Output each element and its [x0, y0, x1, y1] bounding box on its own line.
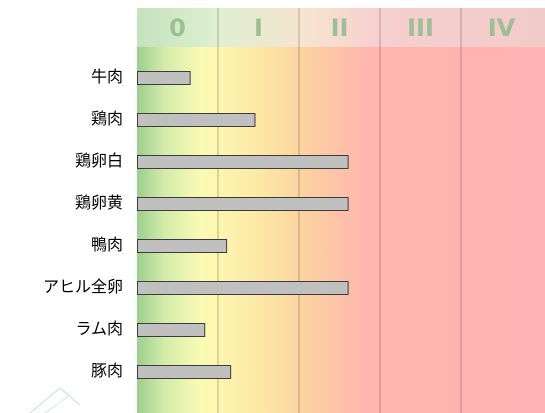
class-label: II — [331, 14, 349, 42]
bar — [137, 197, 349, 211]
category-label: 鶏肉 — [91, 109, 123, 128]
bar — [137, 323, 206, 337]
class-label: I — [254, 14, 263, 42]
class-header: 0 I II III IV — [169, 14, 516, 42]
category-label: 豚肉 — [91, 361, 123, 380]
class-header-band — [137, 8, 545, 47]
category-label: 牛肉 — [91, 67, 123, 86]
bars — [137, 71, 349, 379]
plot-background — [137, 47, 545, 413]
class-label: III — [407, 14, 434, 42]
category-label: アヒル全卵 — [43, 277, 123, 296]
bar — [137, 113, 256, 127]
category-label: 鴨肉 — [91, 235, 123, 254]
bar — [137, 71, 191, 85]
watermark-corner — [29, 387, 81, 413]
bar — [137, 365, 232, 379]
bar — [137, 239, 228, 253]
class-label: 0 — [169, 14, 186, 42]
category-label: 鶏卵黄 — [75, 193, 123, 212]
bar — [137, 281, 349, 295]
category-label: ラム肉 — [75, 319, 123, 338]
bar — [137, 155, 349, 169]
class-label: IV — [488, 14, 516, 42]
category-label: 鶏卵白 — [75, 151, 123, 170]
